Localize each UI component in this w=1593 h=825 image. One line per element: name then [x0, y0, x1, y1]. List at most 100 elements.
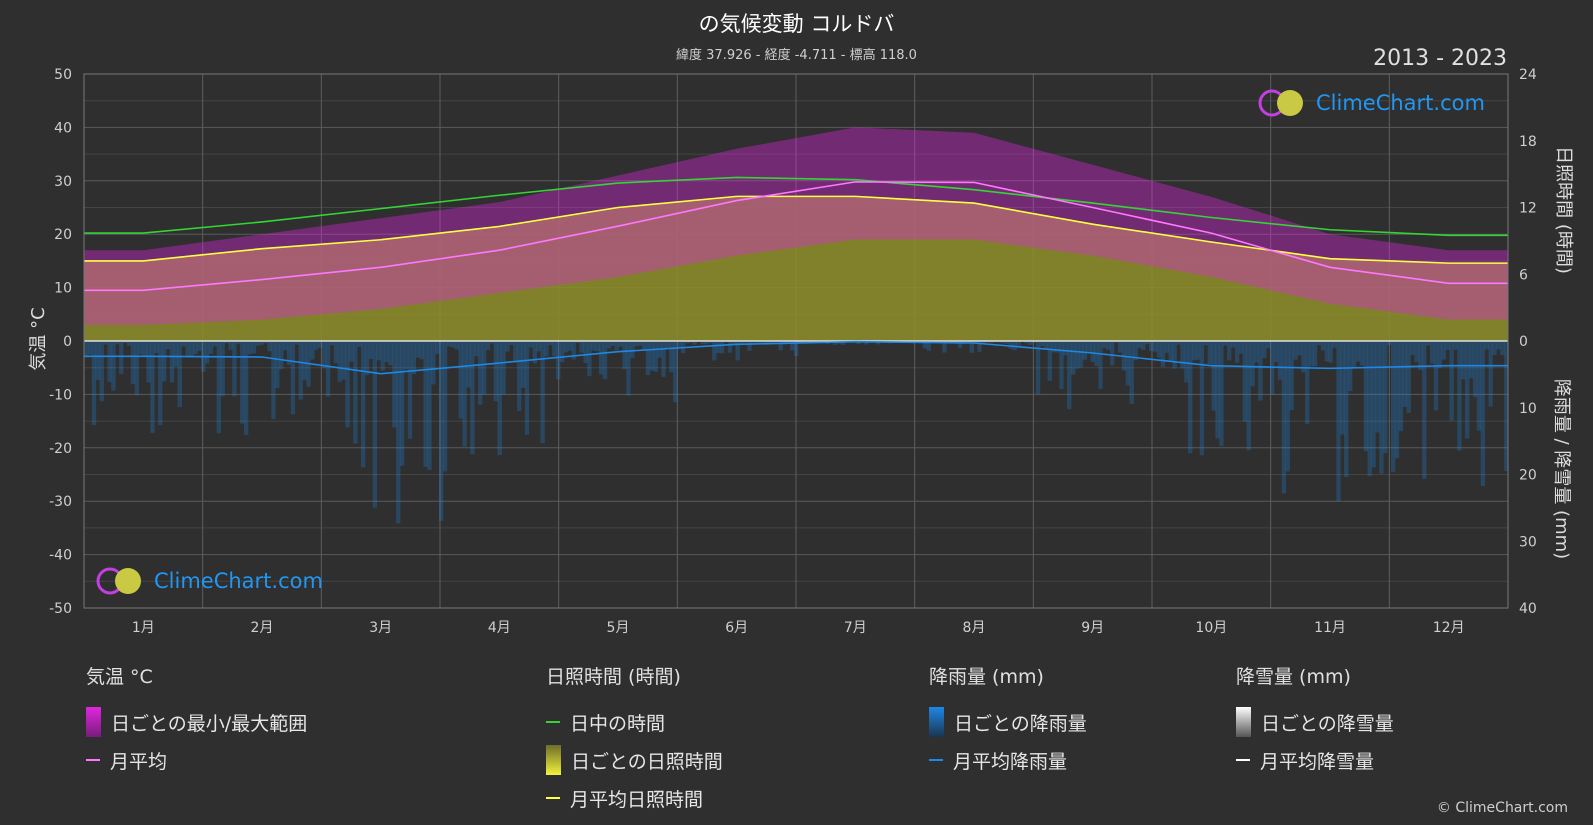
- legend-item-mean-rain: 月平均降雨量: [929, 741, 1087, 779]
- daily-rain-bar: [240, 341, 245, 424]
- daily-rain-bar: [337, 341, 342, 382]
- daily-rain-bar: [1328, 341, 1333, 363]
- right-sun-tick-label: 6: [1519, 267, 1528, 283]
- daily-rain-bar: [563, 341, 569, 353]
- daily-rain-bar: [1086, 341, 1091, 354]
- daily-rain-bar: [1484, 341, 1489, 350]
- daily-rain-bar: [1207, 341, 1212, 365]
- daily-rain-bar: [1129, 341, 1134, 404]
- plot-border: [83, 73, 1509, 609]
- daily-rain-bar: [279, 341, 284, 370]
- daily-rain-bar: [1180, 341, 1185, 369]
- left-tick-label: 0: [63, 334, 72, 350]
- daily-rain-bar: [232, 341, 237, 397]
- right-rain-tick-label: 20: [1519, 468, 1537, 484]
- daily-rain-bar: [1160, 341, 1166, 367]
- daily-rain-bar: [712, 341, 717, 361]
- daily-rain-bar: [364, 341, 370, 376]
- daily-rain-bar: [1387, 341, 1392, 346]
- daily-rain-bar: [977, 341, 982, 352]
- logo-icon: [1258, 89, 1303, 117]
- daily-rain-bar: [1078, 341, 1084, 368]
- legend-heading: 降雪量 (mm): [1236, 666, 1351, 688]
- daily-rain-bar: [220, 341, 225, 397]
- daily-rain-bar: [1351, 341, 1357, 369]
- daily-rain-bar: [318, 341, 323, 348]
- daily-rain-bar: [1394, 341, 1400, 459]
- daily-rain-bar: [840, 341, 846, 345]
- daily-rain-bar: [1414, 341, 1419, 363]
- month-tick-label: 4月: [488, 620, 511, 636]
- daily-rain-bar: [766, 341, 772, 344]
- daily-rain-bar: [583, 341, 588, 364]
- right-rain-tick-label: 10: [1519, 401, 1537, 417]
- temp-range-swatch: [86, 707, 101, 737]
- daily-rain-bar: [1359, 341, 1365, 366]
- daily-rain-bar: [513, 341, 518, 363]
- daily-rain-bar: [716, 341, 721, 354]
- daily-rain-bar: [208, 341, 214, 354]
- daily-rain-bar: [743, 341, 748, 343]
- daily-rain-bar: [1145, 341, 1150, 345]
- daily-rain-bar: [1258, 341, 1263, 401]
- daily-rain-bar: [1281, 341, 1287, 494]
- daily-rain-bar: [1266, 341, 1271, 349]
- daily-rain-bar: [267, 341, 272, 352]
- daily-rain-bar: [751, 341, 756, 344]
- month-tick-label: 12月: [1433, 620, 1465, 636]
- daily-rain-bar: [1305, 341, 1310, 424]
- right-sun-tick-label: 18: [1519, 134, 1537, 150]
- month-tick-label: 7月: [844, 620, 867, 636]
- daily-rain-bar: [1059, 341, 1064, 390]
- daily-rain-bar: [1492, 341, 1497, 356]
- daily-rain-bar: [1433, 341, 1439, 411]
- daily-rain-bar: [1125, 341, 1130, 386]
- mean-snow-swatch: [1236, 759, 1250, 761]
- daily-rain-bar: [1223, 341, 1228, 346]
- daily-rain-bar: [544, 341, 549, 357]
- daily-rain-bar: [532, 341, 537, 364]
- daily-rain-bar: [809, 341, 814, 343]
- daily-rain-bar: [321, 341, 327, 369]
- daily-rain-bar: [591, 341, 596, 351]
- daily-rain-bar: [115, 341, 120, 345]
- daily-rain-bar: [454, 341, 459, 350]
- daily-rain-bar: [150, 341, 155, 433]
- daily-rain-bar: [411, 341, 417, 375]
- daily-rain-bar: [1149, 341, 1154, 351]
- daily-rain-bar: [704, 341, 709, 345]
- daily-rain-bar: [415, 341, 420, 358]
- daily-rain-bar: [1449, 341, 1454, 421]
- daily-rain-bar: [942, 341, 947, 353]
- daily-rain-bar: [197, 341, 202, 352]
- daily-rain-bar: [735, 341, 740, 361]
- logo-icon: [96, 567, 141, 595]
- daily-rain-bar: [462, 341, 467, 447]
- daily-rain-bar: [969, 341, 974, 353]
- daily-rain-bar: [1102, 341, 1107, 349]
- daily-rain-bar: [341, 341, 346, 380]
- daily-rain-bar: [587, 341, 592, 377]
- daily-rain-bar: [1480, 341, 1485, 486]
- daily-rain-bar: [1242, 341, 1248, 422]
- daily-rain-bar: [450, 341, 456, 348]
- daily-rain-bar: [985, 341, 990, 343]
- daily-rain-bar: [403, 341, 409, 370]
- daily-rain-bar: [1472, 341, 1478, 398]
- right-sun-tick-label: 24: [1519, 67, 1537, 83]
- daily-rain-bar: [1390, 341, 1396, 473]
- month-tick-label: 11月: [1314, 620, 1346, 636]
- daily-rain-bar: [649, 341, 654, 371]
- daily-rain-bar: [630, 341, 635, 358]
- right-rain-tick-label: 40: [1519, 601, 1537, 617]
- daily-rain-bar: [357, 341, 362, 347]
- daily-rain-bar: [1453, 341, 1458, 350]
- daily-rain-bar: [571, 341, 576, 360]
- logo-bottom: ClimeChart.com: [96, 566, 323, 596]
- daily-rain-bar: [1504, 341, 1509, 471]
- daily-rain-bar: [497, 341, 502, 456]
- daily-rain-bar: [1336, 341, 1341, 502]
- daily-rain-bar: [1055, 341, 1060, 353]
- left-tick-label: 10: [54, 281, 72, 297]
- month-tick-label: 8月: [963, 620, 986, 636]
